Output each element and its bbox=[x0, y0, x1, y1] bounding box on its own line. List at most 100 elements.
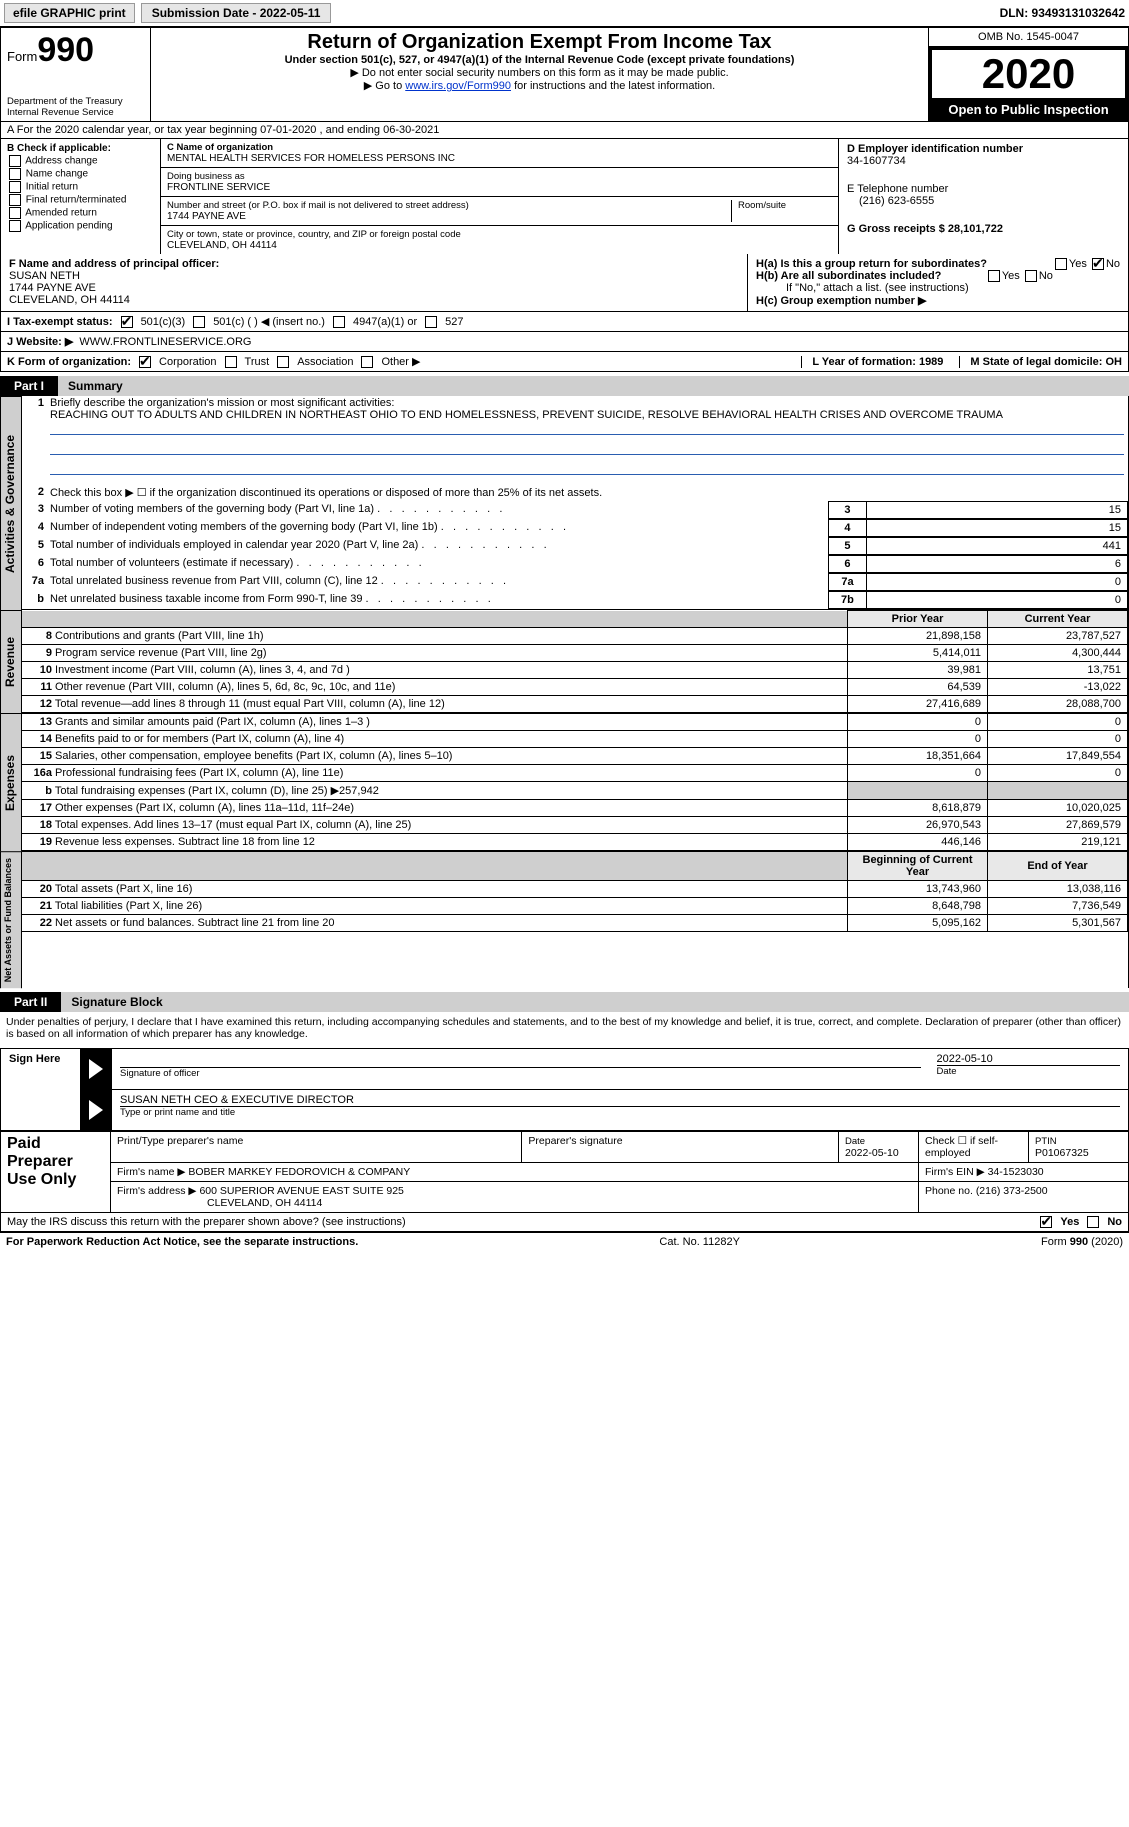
chk-address-change[interactable] bbox=[9, 155, 21, 167]
section-d-e: D Employer identification number 34-1607… bbox=[838, 139, 1128, 254]
sig-date-label: Date bbox=[937, 1065, 1121, 1077]
firm-ein-label: Firm's EIN ▶ bbox=[925, 1166, 985, 1178]
chk-application-pending[interactable] bbox=[9, 220, 21, 232]
form-subtitle-1: Under section 501(c), 527, or 4947(a)(1)… bbox=[157, 54, 922, 66]
website-label: J Website: ▶ bbox=[7, 335, 73, 348]
chk-other[interactable] bbox=[361, 356, 373, 368]
ein: 34-1607734 bbox=[847, 155, 1120, 167]
q2-label: Check this box ▶ ☐ if the organization d… bbox=[50, 486, 1124, 499]
table-row: 8 Contributions and grants (Part VIII, l… bbox=[22, 628, 1128, 645]
sign-here-label: Sign Here bbox=[1, 1049, 81, 1131]
form-word: Form bbox=[7, 49, 37, 64]
chk-501c[interactable] bbox=[193, 316, 205, 328]
part-ii-header: Part II Signature Block bbox=[0, 992, 1129, 1012]
col-beginning-year: Beginning of Current Year bbox=[848, 852, 988, 881]
print-name-label: Type or print name and title bbox=[120, 1106, 1120, 1118]
part-i-tab: Part I bbox=[0, 376, 58, 396]
table-row: 17 Other expenses (Part IX, column (A), … bbox=[22, 800, 1128, 817]
revenue-table: Prior YearCurrent Year 8 Contributions a… bbox=[22, 610, 1128, 713]
chk-final-return[interactable] bbox=[9, 194, 21, 206]
firm-name: BOBER MARKEY FEDOROVICH & COMPANY bbox=[188, 1166, 410, 1178]
chk-discuss-yes[interactable] bbox=[1040, 1216, 1052, 1228]
year-formation: L Year of formation: 1989 bbox=[801, 356, 953, 368]
gross-receipts: G Gross receipts $ 28,101,722 bbox=[847, 223, 1120, 235]
chk-discuss-no[interactable] bbox=[1087, 1216, 1099, 1228]
form-number: 990 bbox=[37, 31, 94, 69]
table-row: 9 Program service revenue (Part VIII, li… bbox=[22, 645, 1128, 662]
paid-preparer-block: Paid Preparer Use Only Print/Type prepar… bbox=[0, 1131, 1129, 1213]
chk-ha-yes[interactable] bbox=[1055, 258, 1067, 270]
preparer-date: 2022-05-10 bbox=[845, 1147, 899, 1159]
row-i-tax-exempt: I Tax-exempt status: 501(c)(3) 501(c) ( … bbox=[0, 312, 1129, 332]
table-row: b Total fundraising expenses (Part IX, c… bbox=[22, 782, 1128, 800]
hc-label: H(c) Group exemption number ▶ bbox=[756, 294, 1120, 307]
hb-label: H(b) Are all subordinates included? bbox=[756, 270, 941, 282]
footer-form: Form 990 (2020) bbox=[1041, 1236, 1123, 1248]
omb-number: OMB No. 1545-0047 bbox=[929, 28, 1129, 47]
section-f-officer: F Name and address of principal officer:… bbox=[1, 254, 748, 311]
chk-trust[interactable] bbox=[225, 356, 237, 368]
table-row: 15 Salaries, other compensation, employe… bbox=[22, 748, 1128, 765]
firm-ein: 34-1523030 bbox=[988, 1166, 1044, 1178]
city-state-zip: CLEVELAND, OH 44114 bbox=[167, 240, 832, 251]
officer-label: F Name and address of principal officer: bbox=[9, 258, 219, 270]
net-assets-table: Beginning of Current YearEnd of Year 20 … bbox=[22, 851, 1128, 932]
dba-label: Doing business as bbox=[167, 171, 832, 182]
top-bar: efile GRAPHIC print Submission Date - 20… bbox=[0, 0, 1129, 27]
signature-declaration: Under penalties of perjury, I declare th… bbox=[0, 1012, 1129, 1044]
chk-corporation[interactable] bbox=[139, 356, 151, 368]
address-label: Number and street (or P.O. box if mail i… bbox=[167, 200, 725, 211]
table-row: 12 Total revenue—add lines 8 through 11 … bbox=[22, 696, 1128, 713]
mission-text: REACHING OUT TO ADULTS AND CHILDREN IN N… bbox=[50, 409, 1003, 421]
form-subtitle-3: ▶ Go to www.irs.gov/Form990 for instruct… bbox=[157, 79, 922, 92]
chk-amended-return[interactable] bbox=[9, 207, 21, 219]
row-k-form-org: K Form of organization: Corporation Trus… bbox=[0, 352, 1129, 372]
section-h: H(a) Is this a group return for subordin… bbox=[748, 254, 1128, 311]
part-i-title: Summary bbox=[58, 376, 1129, 396]
tax-exempt-label: I Tax-exempt status: bbox=[7, 316, 113, 328]
irs-link[interactable]: www.irs.gov/Form990 bbox=[405, 80, 511, 92]
footer: For Paperwork Reduction Act Notice, see … bbox=[0, 1232, 1129, 1251]
chk-hb-no[interactable] bbox=[1025, 270, 1037, 282]
chk-hb-yes[interactable] bbox=[988, 270, 1000, 282]
chk-association[interactable] bbox=[277, 356, 289, 368]
chk-ha-no[interactable] bbox=[1092, 258, 1104, 270]
table-row: 5Total number of individuals employed in… bbox=[22, 537, 1128, 555]
table-row: 7aTotal unrelated business revenue from … bbox=[22, 573, 1128, 591]
irs-discuss-label: May the IRS discuss this return with the… bbox=[7, 1216, 406, 1228]
sign-here-block: Sign Here Signature of officer 2022-05-1… bbox=[0, 1048, 1129, 1131]
tax-year: 2020 bbox=[929, 47, 1128, 98]
ein-label: D Employer identification number bbox=[847, 143, 1120, 155]
chk-4947[interactable] bbox=[333, 316, 345, 328]
efile-print-button[interactable]: efile GRAPHIC print bbox=[4, 3, 135, 23]
table-row: 19 Revenue less expenses. Subtract line … bbox=[22, 834, 1128, 851]
firm-phone-label: Phone no. bbox=[925, 1185, 973, 1197]
city-label: City or town, state or province, country… bbox=[167, 229, 832, 240]
officer-name: SUSAN NETH bbox=[9, 270, 80, 282]
paid-preparer-label: Paid Preparer Use Only bbox=[1, 1132, 111, 1213]
self-employed-check: Check ☐ if self-employed bbox=[919, 1132, 1029, 1163]
chk-initial-return[interactable] bbox=[9, 181, 21, 193]
ptin: P01067325 bbox=[1035, 1147, 1089, 1159]
table-row: 21 Total liabilities (Part X, line 26)8,… bbox=[22, 898, 1128, 915]
chk-527[interactable] bbox=[425, 316, 437, 328]
table-row: 14 Benefits paid to or for members (Part… bbox=[22, 731, 1128, 748]
table-row: 11 Other revenue (Part VIII, column (A),… bbox=[22, 679, 1128, 696]
table-row: 6Total number of volunteers (estimate if… bbox=[22, 555, 1128, 573]
side-activities-governance: Activities & Governance bbox=[0, 396, 22, 610]
preparer-date-label: Date bbox=[845, 1136, 865, 1147]
preparer-sig-label: Preparer's signature bbox=[522, 1132, 839, 1163]
table-row: 18 Total expenses. Add lines 13–17 (must… bbox=[22, 817, 1128, 834]
side-expenses: Expenses bbox=[0, 713, 22, 851]
form-subtitle-2: ▶ Do not enter social security numbers o… bbox=[157, 66, 922, 79]
website-url: WWW.FRONTLINESERVICE.ORG bbox=[79, 336, 251, 348]
table-row: bNet unrelated business taxable income f… bbox=[22, 591, 1128, 609]
expenses-table: 13 Grants and similar amounts paid (Part… bbox=[22, 713, 1128, 851]
form-title: Return of Organization Exempt From Incom… bbox=[157, 31, 922, 54]
footer-pra: For Paperwork Reduction Act Notice, see … bbox=[6, 1236, 358, 1248]
chk-name-change[interactable] bbox=[9, 168, 21, 180]
chk-501c3[interactable] bbox=[121, 316, 133, 328]
open-public-inspection: Open to Public Inspection bbox=[929, 98, 1128, 121]
dept-irs: Internal Revenue Service bbox=[7, 107, 144, 118]
org-name: MENTAL HEALTH SERVICES FOR HOMELESS PERS… bbox=[167, 153, 832, 164]
